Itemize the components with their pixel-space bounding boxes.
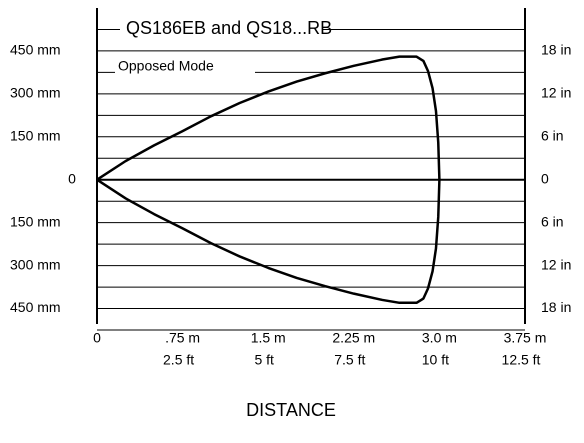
x2-tick-label: 2.5 ft <box>163 352 194 368</box>
y2-tick-label: 18 in <box>541 42 571 58</box>
y2-tick-label: 12 in <box>541 256 571 272</box>
chart-title: QS186EB and QS18...RB <box>126 18 332 38</box>
x-tick-label: .75 m <box>165 330 200 346</box>
chart-subtitle: Opposed Mode <box>118 58 214 74</box>
y-tick-label: 450 mm <box>10 42 61 58</box>
y-tick-label: 300 mm <box>10 256 61 272</box>
title-background <box>120 14 322 42</box>
x-tick-label: 1.5 m <box>251 330 286 346</box>
beam-curve <box>96 55 441 305</box>
x-tick-label: 3.75 m <box>504 330 547 346</box>
x-tick-label: 3.0 m <box>422 330 457 346</box>
y2-tick-label: 0 <box>541 170 549 186</box>
y-tick-label: 300 mm <box>10 85 61 101</box>
y-tick-label: 150 mm <box>10 128 61 144</box>
x-tick-label: 0 <box>93 330 101 346</box>
x-axis-label: DISTANCE <box>246 400 336 420</box>
y2-tick-label: 6 in <box>541 128 564 144</box>
y2-tick-label: 12 in <box>541 85 571 101</box>
x-tick-label: 2.25 m <box>332 330 375 346</box>
y-tick-label: 150 mm <box>10 213 61 229</box>
y2-tick-label: 6 in <box>541 213 564 229</box>
x2-tick-label: 7.5 ft <box>334 352 365 368</box>
subtitle-background <box>115 55 255 79</box>
x2-tick-label: 12.5 ft <box>502 352 541 368</box>
y-tick-label: 0 <box>68 170 76 186</box>
x2-tick-label: 10 ft <box>422 352 449 368</box>
y2-tick-label: 18 in <box>541 299 571 315</box>
y-tick-label: 450 mm <box>10 299 61 315</box>
x2-tick-label: 5 ft <box>254 352 274 368</box>
